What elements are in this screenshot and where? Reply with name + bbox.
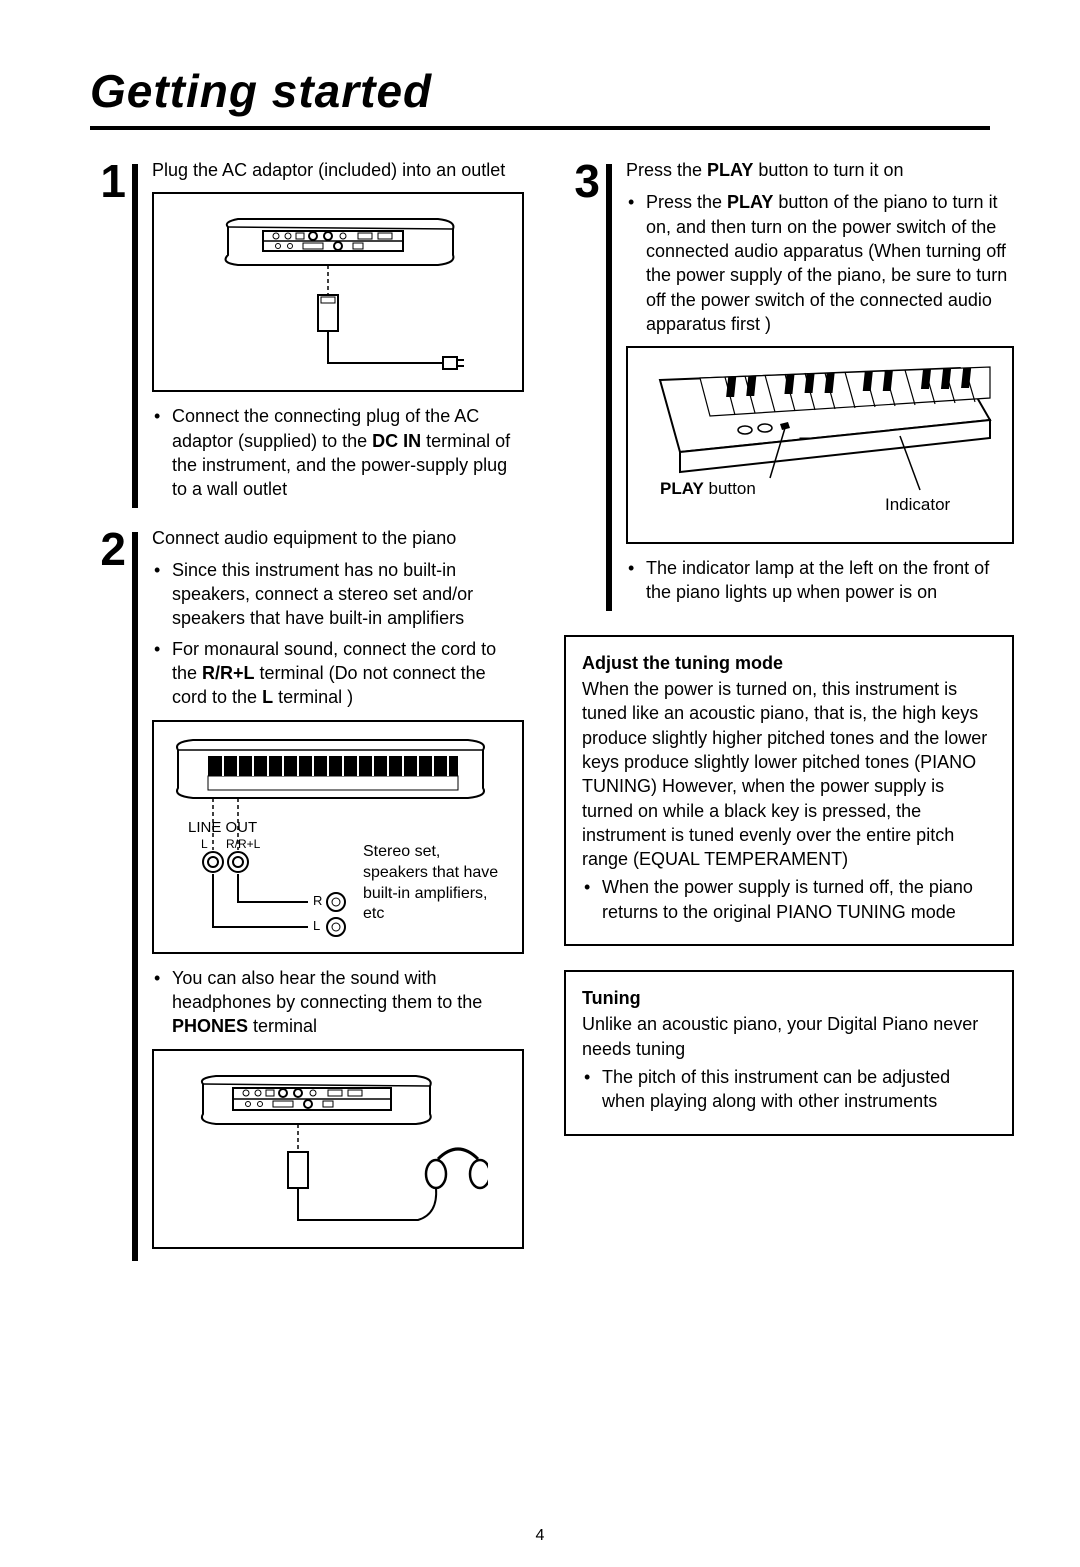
ac-adaptor-diagram-icon	[208, 207, 468, 377]
step3-figure: PLAY button Indicator	[626, 346, 1014, 544]
play-button-label: PLAY button	[660, 478, 800, 501]
step-bar	[132, 532, 138, 1261]
l-label: L	[201, 837, 208, 851]
lineout-diagram-icon: LINE OUT L R/R+L R L	[168, 732, 508, 942]
play-button-diagram-icon: PLAY button Indicator	[640, 360, 1000, 530]
step3-lead: Press the PLAY button to turn it on	[626, 158, 1014, 182]
box1-body: When the power is turned on, this instru…	[582, 677, 996, 871]
phones-diagram-icon	[188, 1064, 488, 1234]
step2-lead: Connect audio equipment to the piano	[152, 526, 524, 550]
right-column: 3 Press the PLAY button to turn it on Pr…	[564, 158, 1014, 1278]
step-number: 3	[564, 158, 600, 611]
step1-lead: Plug the AC adaptor (included) into an o…	[152, 158, 524, 182]
step-number: 2	[90, 526, 126, 1261]
indicator-label: Indicator	[885, 495, 951, 514]
left-column: 1 Plug the AC adaptor (included) into an…	[90, 158, 524, 1278]
step2-bullet2: For monaural sound, connect the cord to …	[152, 637, 524, 710]
step1-figure	[152, 192, 524, 392]
box1-bullet: When the power supply is turned off, the…	[582, 875, 996, 924]
page-number: 4	[536, 1525, 545, 1547]
step3-bullet1: Press the PLAY button of the piano to tu…	[626, 190, 1014, 336]
step-bar	[606, 164, 612, 611]
step-1: 1 Plug the AC adaptor (included) into an…	[90, 158, 524, 507]
content-columns: 1 Plug the AC adaptor (included) into an…	[90, 158, 990, 1278]
page-title: Getting started	[90, 60, 990, 130]
box1-title: Adjust the tuning mode	[582, 651, 996, 675]
tuning-box: Tuning Unlike an acoustic piano, your Di…	[564, 970, 1014, 1135]
r-label: R/R+L	[226, 837, 261, 851]
step2-bullet3: You can also hear the sound with headpho…	[152, 966, 524, 1039]
step-3: 3 Press the PLAY button to turn it on Pr…	[564, 158, 1014, 611]
fig2-caption: Stereo set, speakers that have built-in …	[363, 842, 503, 925]
step1-bullet: Connect the connecting plug of the AC ad…	[152, 404, 524, 501]
box2-bullet: The pitch of this instrument can be adju…	[582, 1065, 996, 1114]
tuning-mode-box: Adjust the tuning mode When the power is…	[564, 635, 1014, 946]
lineout-label: LINE OUT	[188, 819, 257, 836]
jack-r-label: R	[313, 893, 322, 908]
step3-bullet2: The indicator lamp at the left on the fr…	[626, 556, 1014, 605]
step-number: 1	[90, 158, 126, 507]
step2-figure: LINE OUT L R/R+L R L	[152, 720, 524, 954]
step2-bullet1: Since this instrument has no built-in sp…	[152, 558, 524, 631]
box2-body: Unlike an acoustic piano, your Digital P…	[582, 1012, 996, 1061]
box2-title: Tuning	[582, 986, 996, 1010]
step2-phones-figure	[152, 1049, 524, 1249]
jack-l-label: L	[313, 918, 320, 933]
step-bar	[132, 164, 138, 507]
step-2: 2 Connect audio equipment to the piano S…	[90, 526, 524, 1261]
